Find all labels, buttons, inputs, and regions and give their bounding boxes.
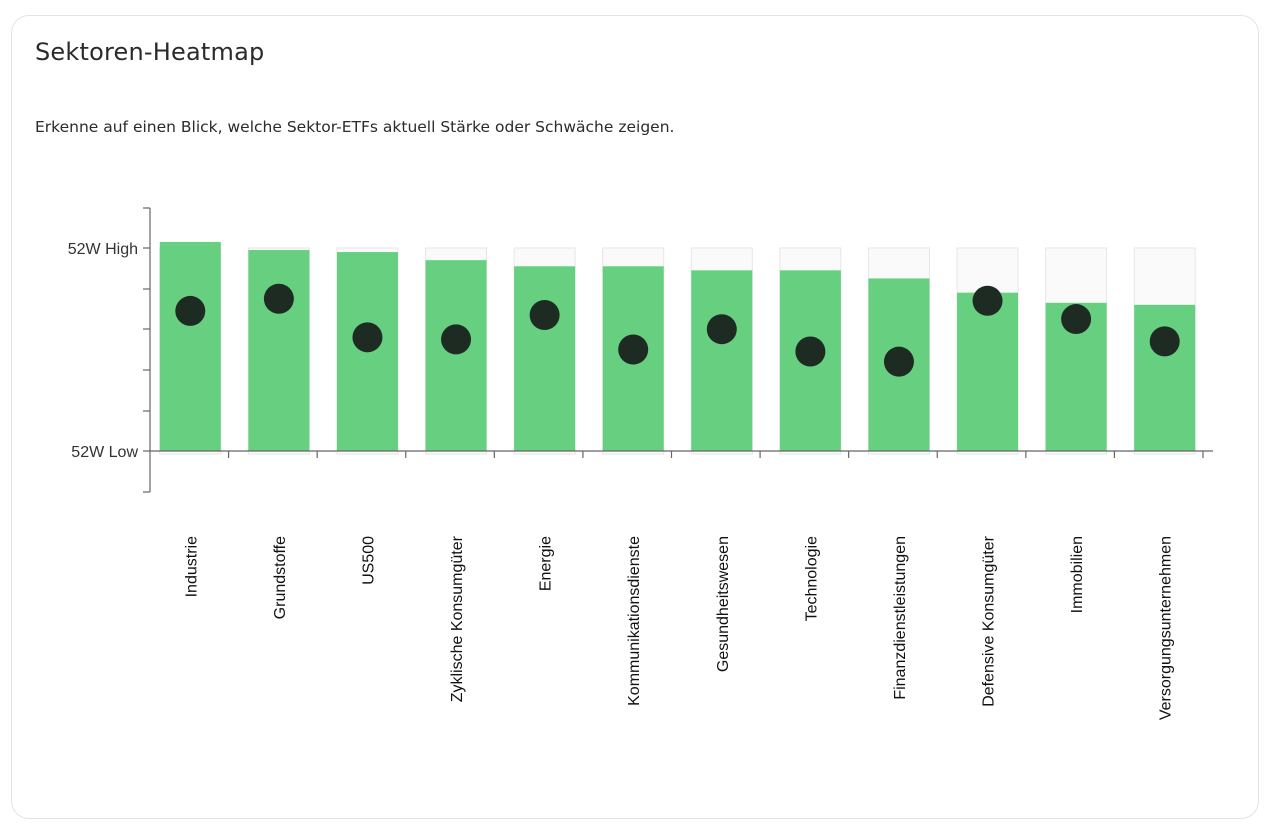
current-value-dot	[529, 299, 560, 330]
x-category-label: Versorgungsunternehmen	[1158, 536, 1175, 720]
current-value-dot	[795, 336, 826, 367]
current-value-dot	[883, 346, 914, 377]
current-value-dot	[175, 295, 206, 326]
x-category-label: Kommunikationsdienste	[626, 536, 643, 706]
current-value-dot	[706, 314, 737, 345]
x-category-label: Zyklische Konsumgüter	[449, 535, 466, 702]
x-category-label: Industrie	[183, 536, 200, 597]
x-category-label: Finanzdienstleistungen	[892, 536, 909, 700]
bar	[248, 250, 310, 451]
x-category-label: Grundstoffe	[272, 536, 289, 619]
bar	[514, 266, 576, 451]
page-title: Sektoren-Heatmap	[35, 38, 265, 66]
x-category-label: Technologie	[803, 536, 820, 622]
current-value-dot	[1061, 304, 1092, 335]
current-value-dot	[441, 324, 472, 355]
current-value-dot	[972, 285, 1003, 316]
current-value-dot	[352, 322, 383, 353]
x-category-label: US500	[360, 536, 377, 585]
y-tick-label-low: 52W Low	[71, 444, 138, 461]
bar	[425, 260, 487, 451]
x-category-label: Energie	[538, 536, 555, 591]
bar	[691, 270, 753, 451]
bar	[957, 292, 1019, 451]
bar	[159, 241, 221, 451]
current-value-dot	[618, 334, 649, 365]
current-value-dot	[1149, 326, 1180, 357]
x-category-label: Defensive Konsumgüter	[981, 535, 998, 706]
chart-description: Erkenne auf einen Blick, welche Sektor-E…	[35, 118, 675, 136]
y-tick-label-high: 52W High	[68, 241, 138, 258]
x-category-label: Immobilien	[1069, 536, 1086, 613]
x-category-label: Gesundheitswesen	[715, 536, 732, 672]
current-value-dot	[263, 283, 294, 314]
